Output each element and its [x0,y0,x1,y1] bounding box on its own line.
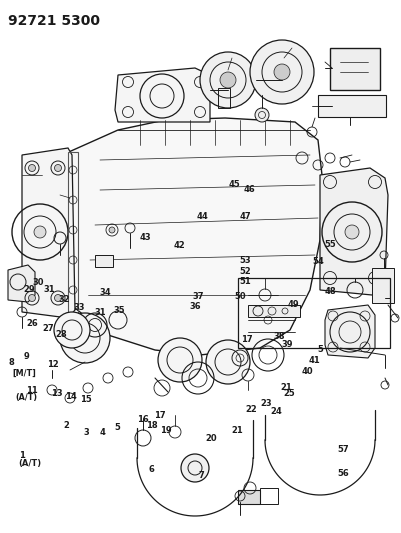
Text: 54: 54 [312,257,324,266]
Bar [329,48,379,90]
Text: 52: 52 [239,266,250,276]
Circle shape [28,295,35,302]
Circle shape [34,226,46,238]
Bar [217,88,229,108]
Circle shape [28,165,35,172]
Bar [68,152,78,317]
Text: 42: 42 [173,241,185,250]
Text: 7: 7 [198,471,203,480]
Circle shape [273,64,289,80]
Text: 50: 50 [233,292,245,301]
Text: 4: 4 [99,428,105,437]
Text: (A/T): (A/T) [15,393,37,402]
Text: 49: 49 [287,300,298,309]
Text: 23: 23 [260,399,271,408]
Text: 28: 28 [55,330,67,340]
Text: 22: 22 [245,405,256,414]
Text: 8: 8 [9,358,14,367]
Text: 45: 45 [228,180,239,189]
Bar [237,490,259,504]
Bar [95,255,113,267]
Circle shape [55,295,61,302]
Text: 21: 21 [280,383,292,392]
Text: 53: 53 [239,256,250,265]
Text: 57: 57 [336,445,348,454]
Text: 25: 25 [283,389,294,398]
Text: 37: 37 [192,292,204,301]
Text: 39: 39 [281,340,292,349]
Text: 36: 36 [189,302,201,311]
Text: 24: 24 [270,407,282,416]
Polygon shape [115,68,209,122]
Text: 55: 55 [324,240,336,249]
Text: 9: 9 [24,352,30,361]
Text: 41: 41 [308,356,320,365]
Polygon shape [22,148,75,318]
Text: 31: 31 [43,285,55,294]
Text: 5: 5 [317,345,323,354]
Text: 43: 43 [140,233,151,243]
Circle shape [344,225,358,239]
Text: 32: 32 [58,295,70,304]
Text: 31: 31 [94,308,106,317]
Text: [M/T]: [M/T] [13,369,36,378]
Text: 1: 1 [19,451,25,461]
Polygon shape [319,168,387,295]
Text: 21: 21 [231,426,242,435]
Text: 27: 27 [42,324,54,333]
Circle shape [219,72,235,88]
Bar [247,305,299,317]
Text: 17: 17 [241,335,252,344]
Text: 5: 5 [114,423,120,432]
Text: 19: 19 [160,426,171,435]
Circle shape [254,108,268,122]
Circle shape [109,227,115,233]
Circle shape [205,340,249,384]
Text: 56: 56 [337,469,348,478]
Text: 34: 34 [99,288,111,297]
Text: 6: 6 [148,465,154,474]
Text: 92721 5300: 92721 5300 [8,14,100,28]
Text: 40: 40 [301,367,312,376]
Text: 33: 33 [73,303,85,312]
Circle shape [54,312,90,348]
Text: 18: 18 [146,421,157,430]
Text: 46: 46 [243,185,254,195]
Text: 11: 11 [26,386,38,395]
Bar [259,488,277,504]
Text: 30: 30 [33,278,45,287]
Text: 38: 38 [273,332,284,341]
Text: 14: 14 [65,392,77,401]
Text: 29: 29 [23,285,35,294]
Text: (A/T): (A/T) [18,459,41,469]
Polygon shape [324,305,374,358]
Circle shape [55,165,61,172]
Circle shape [200,52,255,108]
Text: 15: 15 [79,395,91,405]
Circle shape [60,313,110,363]
Bar [371,268,393,303]
Text: 48: 48 [324,287,336,296]
Text: 16: 16 [136,415,148,424]
Polygon shape [58,118,321,355]
Text: 44: 44 [196,212,207,221]
Text: 17: 17 [153,411,165,421]
Text: 2: 2 [63,421,69,430]
Circle shape [249,40,313,104]
Text: 12: 12 [47,360,59,369]
Bar [317,95,385,117]
Text: 35: 35 [113,306,125,316]
Text: 13: 13 [51,389,63,398]
Bar [237,278,389,348]
Text: 3: 3 [83,428,89,437]
Polygon shape [8,265,35,302]
Circle shape [158,338,201,382]
Circle shape [180,454,209,482]
Text: 47: 47 [239,212,250,221]
Text: 26: 26 [26,319,38,328]
Text: 20: 20 [205,434,216,443]
Text: 51: 51 [239,277,250,286]
